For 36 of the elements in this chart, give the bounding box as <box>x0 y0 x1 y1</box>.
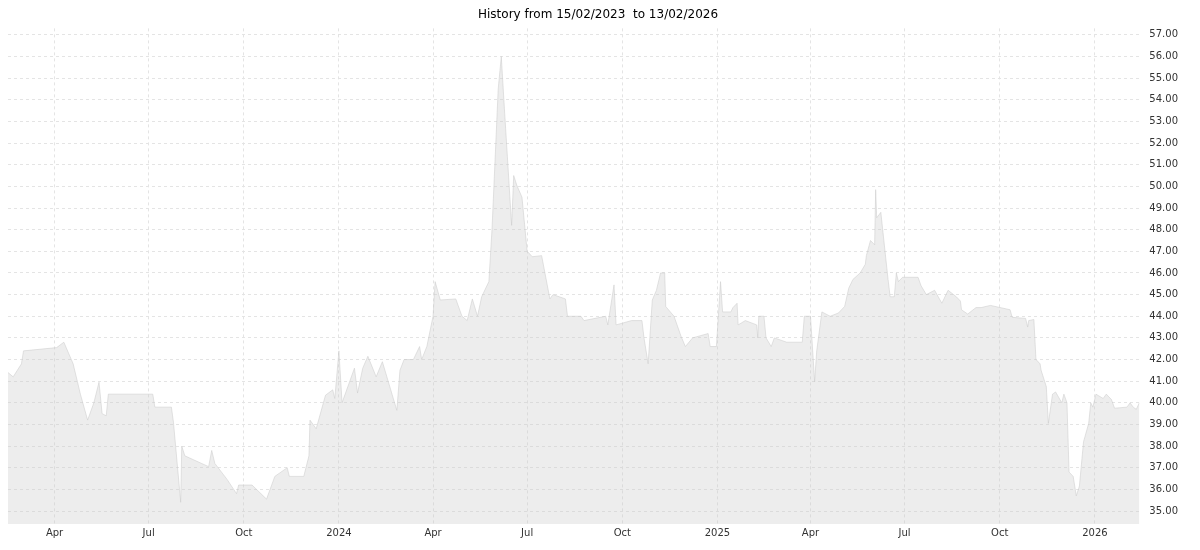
y-tick-label: 38.00 <box>1149 439 1179 451</box>
y-tick-label: 55.00 <box>1149 71 1179 83</box>
x-tick-label: Jul <box>520 526 534 538</box>
y-tick-label: 51.00 <box>1149 158 1179 170</box>
y-tick-label: 44.00 <box>1149 309 1179 321</box>
x-tick-label: Oct <box>235 526 253 538</box>
y-tick-label: 36.00 <box>1149 482 1179 494</box>
x-tick-label: Jul <box>897 526 911 538</box>
y-tick-label: 56.00 <box>1149 50 1179 62</box>
x-tick-label: Oct <box>991 526 1009 538</box>
y-tick-label: 37.00 <box>1149 461 1179 473</box>
x-tick-label: Apr <box>801 526 821 538</box>
x-tick-label: 2024 <box>326 526 352 538</box>
y-tick-label: 52.00 <box>1149 136 1179 148</box>
chart-title: History from 15/02/2023 to 13/02/2026 <box>477 7 719 22</box>
y-tick-label: 50.00 <box>1149 179 1179 191</box>
y-tick-label: 40.00 <box>1149 396 1179 408</box>
x-tick-label: 2025 <box>704 526 731 538</box>
y-tick-label: 35.00 <box>1149 504 1179 516</box>
y-tick-label: 43.00 <box>1149 331 1179 343</box>
x-tick-label: 2026 <box>1082 526 1108 538</box>
y-tick-label: 46.00 <box>1149 266 1179 278</box>
y-tick-label: 54.00 <box>1149 93 1179 105</box>
y-tick-label: 45.00 <box>1149 288 1179 300</box>
y-tick-label: 39.00 <box>1149 418 1179 430</box>
x-tick-label: Oct <box>613 526 632 538</box>
y-tick-label: 53.00 <box>1149 115 1179 127</box>
y-tick-label: 48.00 <box>1149 223 1179 235</box>
y-tick-label: 41.00 <box>1149 374 1179 386</box>
y-tick-label: 57.00 <box>1149 28 1179 40</box>
x-tick-label: Apr <box>45 526 65 538</box>
y-tick-label: 49.00 <box>1149 201 1179 213</box>
y-tick-label: 42.00 <box>1149 353 1179 365</box>
x-tick-label: Apr <box>424 526 443 538</box>
y-tick-label: 47.00 <box>1149 244 1179 256</box>
x-tick-label: Jul <box>141 526 155 538</box>
